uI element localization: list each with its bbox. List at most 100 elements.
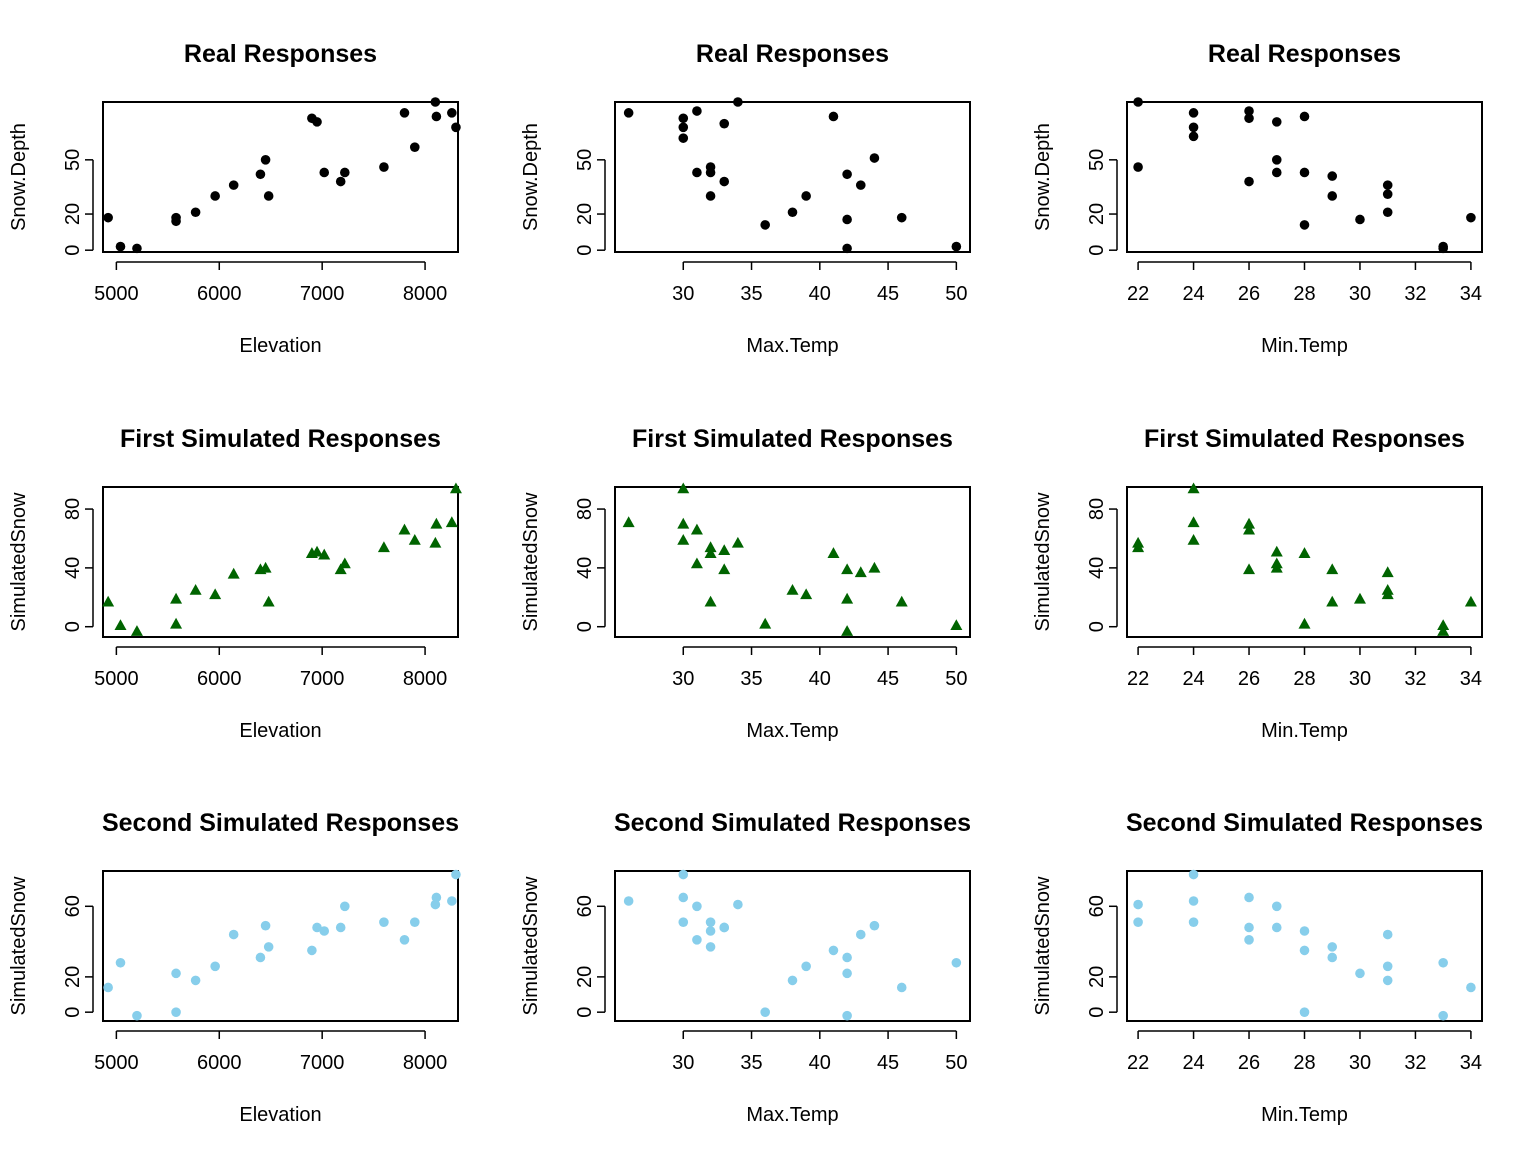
chart-4-title: First Simulated Responses <box>120 425 441 453</box>
chart-9-plot-frame <box>1126 870 1483 1022</box>
chart-9-x-tick-label: 22 <box>1127 1052 1149 1074</box>
chart-8-data-point <box>828 945 839 956</box>
chart-1-data-point <box>171 212 181 223</box>
chart-1-data-point <box>312 117 322 127</box>
chart-9-y-axis-label: SimulatedSnow <box>1032 876 1054 1016</box>
chart-7-data-point <box>263 942 274 952</box>
chart-3-x-axis-label: Min.Temp <box>1261 335 1348 357</box>
chart-4-x-tick-label: 5000 <box>94 668 139 690</box>
chart-3-data-point <box>1382 180 1393 190</box>
chart-6-data-point <box>1464 595 1477 607</box>
chart-9-data-point <box>1244 922 1254 933</box>
chart-8-data-point <box>719 922 730 933</box>
chart-6-data-point <box>1270 545 1283 557</box>
chart-7-data-point <box>171 968 181 979</box>
chart-3-data-point <box>1188 108 1199 118</box>
chart-7-data-point <box>379 917 389 927</box>
chart-7-data-point <box>228 929 239 940</box>
chart-8-x-tick-label: 40 <box>809 1052 831 1074</box>
chart-3-x-tick-label: 24 <box>1182 283 1204 305</box>
chart-7-data-point <box>430 899 441 910</box>
chart-6-data-point <box>1270 561 1283 573</box>
chart-6-data-point <box>1298 547 1311 558</box>
chart-7-data-point <box>171 1007 181 1017</box>
chart-7-data-point <box>312 922 322 933</box>
chart-6-x-tick-label: 22 <box>1127 668 1149 690</box>
chart-7-data-point <box>190 975 201 986</box>
chart-7-data-point <box>115 957 126 968</box>
chart-9-data-point <box>1299 945 1310 956</box>
chart-5-y-tick-label: 80 <box>574 498 596 520</box>
chart-5-x-tick-label: 35 <box>740 668 762 690</box>
chart-5-x-tick-label: 45 <box>877 668 899 690</box>
chart-5-data-point <box>690 557 703 569</box>
chart-3-data-point <box>1299 220 1310 230</box>
chart-1-data-point <box>210 191 220 201</box>
chart-9-x-tick-label: 24 <box>1182 1052 1204 1074</box>
chart-9-data-point <box>1438 957 1448 968</box>
chart-9-data-point <box>1188 869 1199 880</box>
chart-1-data-point <box>447 108 457 118</box>
chart-6: First Simulated Responses Min.Temp Simulat… <box>1032 425 1483 742</box>
chart-5-data-point <box>690 523 703 535</box>
chart-9-data-point <box>1271 901 1282 912</box>
chart-6-data-point <box>1381 566 1394 578</box>
chart-9-data-point <box>1188 917 1199 927</box>
chart-2-x-tick-label: 45 <box>877 283 899 305</box>
chart-1-data-point <box>399 108 410 118</box>
chart-8-y-tick-label: 0 <box>574 1007 596 1018</box>
chart-9-y-tick-label: 20 <box>1086 966 1108 988</box>
chart-4-data-point <box>398 523 411 535</box>
chart-9-data-point <box>1188 896 1199 906</box>
chart-6-y-axis-label: SimulatedSnow <box>1032 492 1054 632</box>
chart-3-x-tick-label: 30 <box>1349 283 1371 305</box>
chart-5-data-point <box>841 563 854 575</box>
chart-4-data-point <box>445 516 458 528</box>
chart-1-data-point <box>115 241 126 252</box>
chart-1-data-point <box>430 97 441 107</box>
chart-1-data-point <box>340 167 350 178</box>
chart-8-data-point <box>678 869 689 880</box>
chart-9: Second Simulated Responses Min.Temp Simula… <box>1032 809 1483 1126</box>
chart-7-x-tick-label: 6000 <box>197 1052 242 1074</box>
chart-1-data-point <box>260 155 271 165</box>
chart-9-data-point <box>1382 961 1393 972</box>
chart-8-x-axis-label: Max.Temp <box>746 1104 838 1126</box>
chart-8-data-point <box>869 920 880 931</box>
chart-3-x-tick-label: 26 <box>1238 283 1260 305</box>
chart-6-x-tick-label: 26 <box>1238 668 1260 690</box>
chart-1-data-point <box>451 122 461 133</box>
chart-3-data-point <box>1244 106 1254 116</box>
chart-5: First Simulated Responses Max.Temp Simulat… <box>520 425 971 742</box>
chart-6-data-point <box>1243 563 1256 575</box>
chart-3-x-tick-label: 28 <box>1293 283 1315 305</box>
chart-6-data-point <box>1437 625 1450 636</box>
chart-6-x-tick-label: 30 <box>1349 668 1371 690</box>
chart-7-x-tick-label: 8000 <box>403 1052 448 1074</box>
chart-5-data-point <box>800 588 813 600</box>
chart-6-title: First Simulated Responses <box>1144 425 1465 453</box>
chart-4-data-point <box>130 625 143 636</box>
chart-8: Second Simulated Responses Max.Temp Simula… <box>520 809 971 1126</box>
chart-6-x-tick-label: 32 <box>1404 668 1426 690</box>
chart-2: Real Responses Max.Temp Snow.Depth 30 35 40 45… <box>520 40 971 357</box>
chart-1-y-tick-label: 20 <box>62 203 84 225</box>
chart-7-data-point <box>255 952 266 963</box>
chart-6-data-point <box>1353 592 1366 604</box>
chart-3-data-point <box>1327 191 1338 201</box>
chart-9-data-point <box>1327 952 1338 963</box>
chart-6-data-point <box>1326 563 1339 575</box>
chart-2-x-tick-label: 40 <box>809 283 831 305</box>
chart-6-data-point <box>1381 588 1394 600</box>
chart-1-data-point <box>228 180 239 190</box>
chart-9-data-point <box>1299 1007 1310 1017</box>
chart-3-data-point <box>1299 167 1310 178</box>
chart-8-data-point <box>705 926 716 936</box>
chart-4-data-point <box>227 567 240 579</box>
chart-2-data-point <box>842 214 852 225</box>
chart-4-y-axis-label: SimulatedSnow <box>8 492 30 632</box>
chart-3-y-tick-label: 20 <box>1086 203 1108 225</box>
chart-1: Real Responses Elevation Snow.Depth 5000 600… <box>8 40 461 357</box>
chart-7-x-tick-label: 5000 <box>94 1052 139 1074</box>
chart-5-x-axis-label: Max.Temp <box>746 720 838 742</box>
